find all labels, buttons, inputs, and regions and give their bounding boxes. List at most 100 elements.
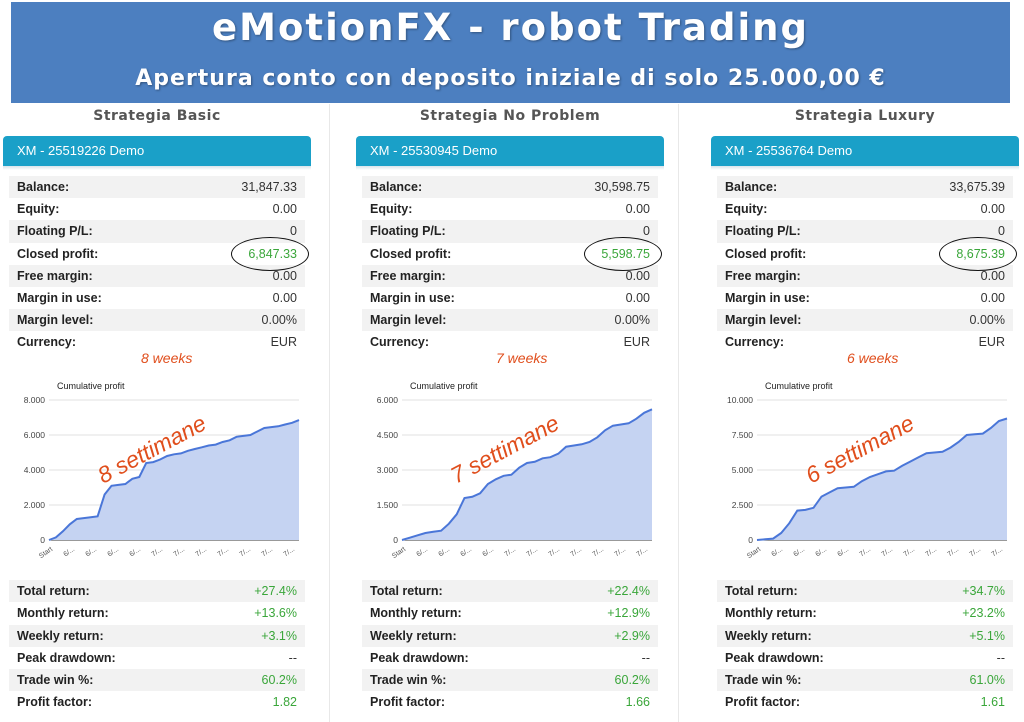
stat-value: 0.00 — [272, 202, 297, 217]
stat-row-balance: Balance: 30,598.75 — [362, 176, 658, 199]
performance-stats: Total return: +22.4% Monthly return: +12.9%… — [362, 580, 658, 714]
stat-label: Margin level: — [17, 313, 94, 328]
account-header[interactable]: XM - 25530945 Demo — [356, 136, 664, 166]
performance-stats: Total return: +27.4% Monthly return: +13.6%… — [9, 580, 305, 714]
stat-value: 0.00 — [980, 290, 1005, 305]
y-tick-label: 7.500 — [732, 430, 754, 440]
stat-label: Closed profit: — [725, 246, 807, 261]
x-tick-label: 6/... — [129, 546, 143, 558]
x-tick-label: 6/... — [482, 546, 496, 558]
perf-value: 61.0% — [969, 673, 1005, 688]
stat-label: Floating P/L: — [17, 224, 93, 239]
stat-row-margin-level: Margin level: 0.00% — [362, 309, 658, 332]
banner-subtitle: Apertura conto con deposito iniziale di … — [135, 66, 886, 91]
perf-value: 1.66 — [625, 695, 650, 710]
cumulative-profit-chart: Cumulative profit 0 2.500 5.000 7.500 10.000 S… — [717, 376, 1013, 576]
perf-label: Total return: — [725, 584, 798, 598]
stat-row-equity: Equity: 0.00 — [9, 198, 305, 220]
perf-label: Trade win %: — [17, 673, 94, 688]
y-tick-label: 6.000 — [377, 395, 399, 405]
x-tick-label: 6/... — [815, 546, 829, 558]
perf-row-trade-win: Trade win %: 60.2% — [9, 669, 305, 692]
x-tick-label: 7/... — [881, 546, 895, 558]
stat-row-margin-in-use: Margin in use: 0.00 — [9, 287, 305, 309]
stat-label: Currency: — [370, 335, 430, 350]
perf-value: +2.9% — [614, 628, 650, 643]
strategy-panel-luxury: Strategia Luxury XM - 25536764 Demo Balanc… — [711, 104, 1019, 722]
x-tick-label: 7/... — [504, 546, 518, 558]
stat-row-equity: Equity: 0.00 — [717, 198, 1013, 220]
y-tick-label: 0 — [748, 535, 753, 545]
x-tick-label: 6/... — [460, 546, 474, 558]
x-tick-label: Start — [391, 546, 407, 560]
chart-svg: Cumulative profit 0 1.500 3.000 4.500 6.000 St… — [377, 381, 653, 560]
stat-value: 0 — [998, 224, 1005, 239]
x-tick-label: 7/... — [614, 546, 628, 558]
perf-label: Trade win %: — [370, 673, 447, 688]
strategy-panel-basic: Strategia Basic XM - 25519226 Demo Balance… — [3, 104, 311, 722]
stat-row-currency: Currency: EUR — [362, 331, 658, 353]
account-header[interactable]: XM - 25536764 Demo — [711, 136, 1019, 166]
x-tick-label: 6/... — [438, 546, 452, 558]
column-divider — [329, 104, 330, 722]
perf-row-weekly-return: Weekly return: +2.9% — [362, 624, 658, 647]
stat-label: Free margin: — [725, 268, 801, 283]
perf-label: Monthly return: — [370, 606, 462, 621]
chart-area — [757, 418, 1007, 540]
performance-stats: Total return: +34.7% Monthly return: +23.2%… — [717, 580, 1013, 714]
y-tick-label: 2.000 — [24, 500, 46, 510]
stat-value: 0.00% — [261, 313, 297, 328]
perf-label: Profit factor: — [725, 695, 800, 710]
x-tick-label: 7/... — [925, 546, 939, 558]
perf-label: Monthly return: — [17, 606, 109, 621]
cumulative-profit-chart: Cumulative profit 0 1.500 3.000 4.500 6.000 St… — [362, 376, 658, 576]
stat-value: EUR — [623, 335, 650, 350]
perf-label: Peak drawdown: — [370, 650, 469, 665]
chart-svg: Cumulative profit 0 2.500 5.000 7.500 10.000 S… — [727, 381, 1008, 560]
x-tick-label: 6/... — [107, 546, 121, 558]
stat-row-margin-level: Margin level: 0.00% — [9, 309, 305, 332]
stat-label: Balance: — [370, 180, 423, 194]
y-tick-label: 5.000 — [732, 465, 754, 475]
stat-row-balance: Balance: 31,847.33 — [9, 176, 305, 199]
stat-label: Margin level: — [725, 313, 802, 328]
perf-label: Trade win %: — [725, 673, 802, 688]
perf-row-profit-factor: Profit factor: 1.61 — [717, 691, 1013, 713]
stat-value: EUR — [270, 335, 297, 350]
y-tick-label: 0 — [40, 535, 45, 545]
x-tick-label: 6/... — [771, 546, 785, 558]
perf-row-peak-drawdown: Peak drawdown: -- — [717, 647, 1013, 669]
cumulative-profit-chart: Cumulative profit 0 2.000 4.000 6.000 8.000 St… — [9, 376, 305, 576]
perf-value: +23.2% — [962, 606, 1005, 621]
account-header[interactable]: XM - 25519226 Demo — [3, 136, 311, 166]
x-tick-label: 7/... — [592, 546, 606, 558]
stat-value: 0.00 — [980, 202, 1005, 217]
stat-value: 31,847.33 — [241, 180, 297, 194]
chart-series-line — [48, 419, 300, 541]
perf-row-weekly-return: Weekly return: +5.1% — [717, 624, 1013, 647]
y-tick-label: 6.000 — [24, 430, 46, 440]
chart-area — [49, 420, 299, 540]
x-tick-label: 7/... — [151, 546, 165, 558]
stat-row-margin-level: Margin level: 0.00% — [717, 309, 1013, 332]
stat-value: 0.00% — [969, 313, 1005, 328]
chart-svg: Cumulative profit 0 2.000 4.000 6.000 8.000 St… — [24, 381, 300, 560]
perf-row-monthly-return: Monthly return: +13.6% — [9, 602, 305, 624]
stat-value: 0 — [290, 224, 297, 239]
column-divider — [678, 104, 679, 722]
x-tick-label: 7/... — [239, 546, 253, 558]
strategy-panel-no-problem: Strategia No Problem XM - 25530945 Demo Ba… — [356, 104, 664, 722]
perf-label: Profit factor: — [370, 695, 445, 710]
perf-label: Total return: — [17, 584, 90, 598]
stat-row-margin-in-use: Margin in use: 0.00 — [717, 287, 1013, 309]
perf-row-monthly-return: Monthly return: +23.2% — [717, 602, 1013, 624]
perf-value: +13.6% — [254, 606, 297, 621]
stat-row-free-margin: Free margin: 0.00 — [362, 264, 658, 287]
perf-label: Peak drawdown: — [17, 650, 116, 665]
perf-value: -- — [641, 650, 650, 665]
perf-value: 60.2% — [614, 673, 650, 688]
stat-label: Currency: — [17, 335, 77, 350]
perf-value: +22.4% — [607, 584, 650, 598]
stat-value: 0.00% — [614, 313, 650, 328]
x-tick-label: Start — [746, 546, 762, 560]
